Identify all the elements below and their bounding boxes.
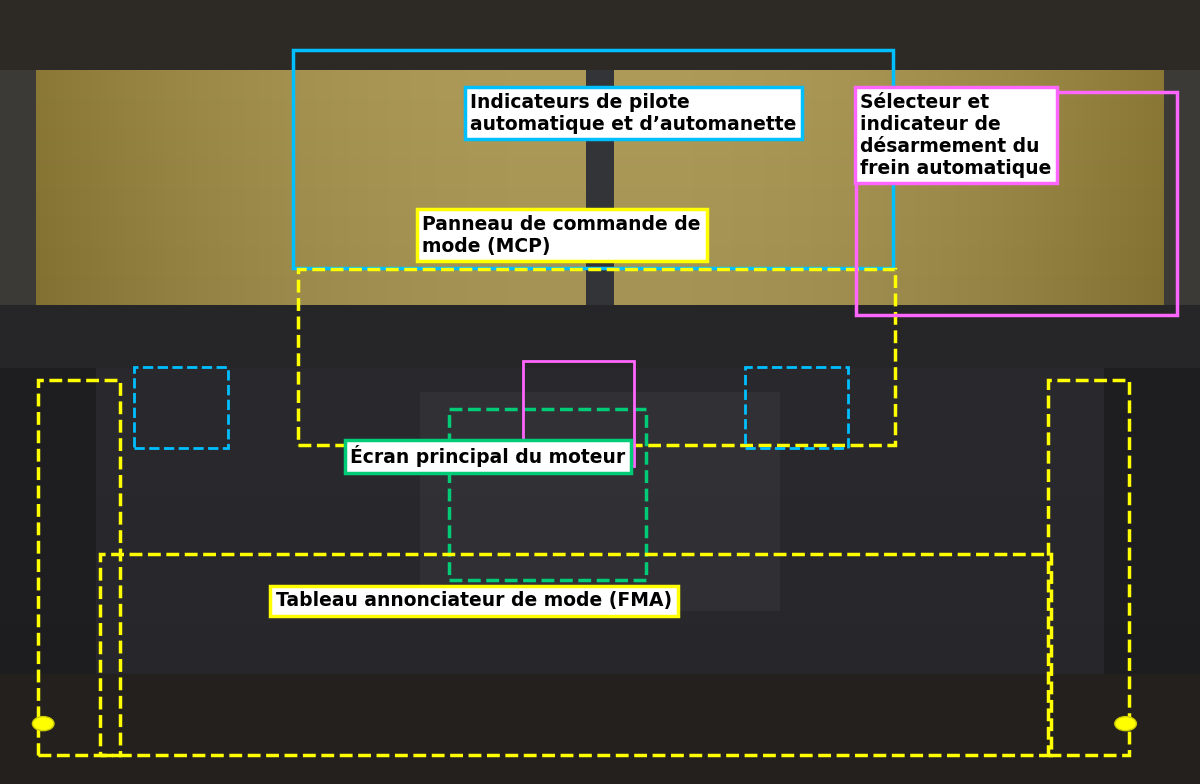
Circle shape <box>1115 717 1136 731</box>
Text: Écran principal du moteur: Écran principal du moteur <box>350 445 625 467</box>
Text: Tableau annonciateur de mode (FMA): Tableau annonciateur de mode (FMA) <box>276 591 672 610</box>
Text: Panneau de commande de
mode (MCP): Panneau de commande de mode (MCP) <box>422 215 701 256</box>
Text: Sélecteur et
indicateur de
désarmement du
frein automatique: Sélecteur et indicateur de désarmement d… <box>860 93 1051 177</box>
Text: Indicateurs de pilote
automatique et d’automanette: Indicateurs de pilote automatique et d’a… <box>470 93 797 133</box>
Circle shape <box>32 717 54 731</box>
